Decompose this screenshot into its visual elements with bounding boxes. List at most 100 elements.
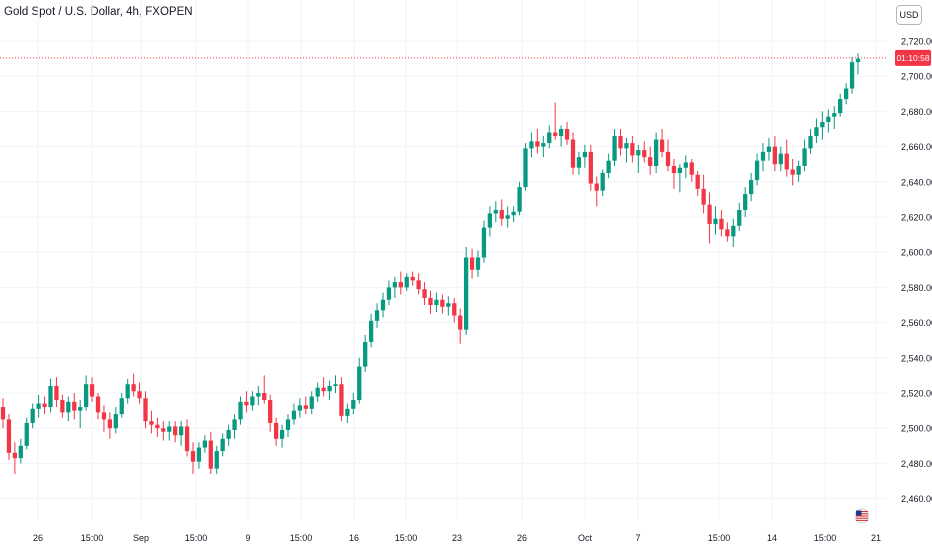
time-axis[interactable]: 26 15:00 Sep 15:00 9 15:00 16 15:00 23 26 Oct 7 15:0… xyxy=(33,533,881,543)
candle-body xyxy=(285,419,291,430)
candle-body xyxy=(72,401,77,411)
x-tick-label: 21 xyxy=(871,533,881,543)
flag-stripe xyxy=(856,517,868,519)
candle-body xyxy=(843,88,849,100)
candle xyxy=(576,151,582,175)
candle-body xyxy=(511,211,516,216)
candle xyxy=(42,396,47,415)
candle-body xyxy=(291,410,297,420)
candle xyxy=(446,296,451,316)
candle-body xyxy=(268,400,273,423)
candle-body xyxy=(113,414,118,429)
candle-body xyxy=(505,215,510,219)
candle xyxy=(339,377,344,422)
candle-body xyxy=(327,385,332,392)
candle xyxy=(410,271,415,286)
candle-body xyxy=(636,150,641,156)
candle-body xyxy=(529,141,534,149)
x-tick-label: 15:00 xyxy=(290,533,313,543)
candle-body xyxy=(683,162,688,168)
candle-body xyxy=(665,151,671,166)
candle xyxy=(30,403,35,429)
candle xyxy=(78,400,83,429)
candle xyxy=(754,153,760,186)
candle-body xyxy=(618,136,623,149)
candle-body xyxy=(564,129,570,140)
candle-body xyxy=(78,407,83,411)
candle xyxy=(784,139,789,177)
markers xyxy=(854,508,870,524)
candle xyxy=(553,102,558,140)
y-tick-label: 2,520.00 xyxy=(901,389,932,399)
candle xyxy=(838,93,843,117)
candle xyxy=(766,137,772,161)
candle xyxy=(12,442,18,474)
candle-body xyxy=(422,289,427,298)
candle-body xyxy=(766,146,772,152)
x-tick-label: Oct xyxy=(578,533,593,543)
candle-body xyxy=(588,151,593,184)
candle-body xyxy=(547,132,552,144)
candle-body xyxy=(119,398,124,415)
candle xyxy=(392,276,398,298)
candle xyxy=(309,391,314,415)
candle-body xyxy=(149,421,154,425)
candle-body xyxy=(671,165,677,173)
x-tick-label: 15:00 xyxy=(708,533,731,543)
candle xyxy=(226,424,231,446)
candle xyxy=(760,143,766,172)
candle-body xyxy=(475,257,481,270)
candle xyxy=(653,132,659,173)
candle xyxy=(665,139,671,172)
candle-body xyxy=(760,151,766,161)
countdown-label: 01:10:58 xyxy=(896,53,929,63)
candle xyxy=(832,106,837,129)
currency-button[interactable]: USD xyxy=(896,5,922,25)
candle-body xyxy=(250,396,255,406)
candle-body xyxy=(612,136,617,161)
x-tick-label: 26 xyxy=(517,533,527,543)
candle-body xyxy=(48,385,53,408)
candle xyxy=(511,206,516,223)
candle xyxy=(143,391,148,429)
candle-body xyxy=(416,280,421,290)
candle xyxy=(95,393,101,420)
candle xyxy=(202,435,208,453)
candle-body xyxy=(410,276,415,281)
candle-body xyxy=(155,424,160,429)
candle-body xyxy=(226,429,231,439)
candle-body xyxy=(178,426,184,436)
candle-body xyxy=(273,422,279,439)
candle-body xyxy=(208,440,213,469)
candle xyxy=(843,83,849,105)
candle xyxy=(796,160,801,182)
candle xyxy=(279,424,285,448)
candle-body xyxy=(719,218,724,230)
candle xyxy=(155,417,160,437)
candle-body xyxy=(345,408,350,416)
candle xyxy=(452,297,457,323)
candle-body xyxy=(83,384,89,408)
candle xyxy=(297,398,303,418)
candle-body xyxy=(778,153,783,165)
candle xyxy=(214,445,219,474)
candle-body xyxy=(30,408,35,423)
candle-body xyxy=(582,151,588,158)
candle-body xyxy=(256,393,261,397)
y-tick-label: 2,540.00 xyxy=(901,353,932,363)
candle xyxy=(220,433,225,457)
price-axis[interactable]: 2,460.00 2,480.00 2,500.00 2,520.00 2,540.00… xyxy=(895,37,932,505)
candle-body xyxy=(648,157,653,166)
candle xyxy=(208,431,213,474)
candle-body xyxy=(6,419,12,453)
candle xyxy=(808,129,813,154)
candle xyxy=(725,222,730,242)
candle xyxy=(66,396,71,422)
candle-body xyxy=(452,303,457,316)
candle-body xyxy=(0,407,6,420)
candle xyxy=(178,421,184,446)
candle xyxy=(677,164,683,193)
candle xyxy=(72,393,77,420)
